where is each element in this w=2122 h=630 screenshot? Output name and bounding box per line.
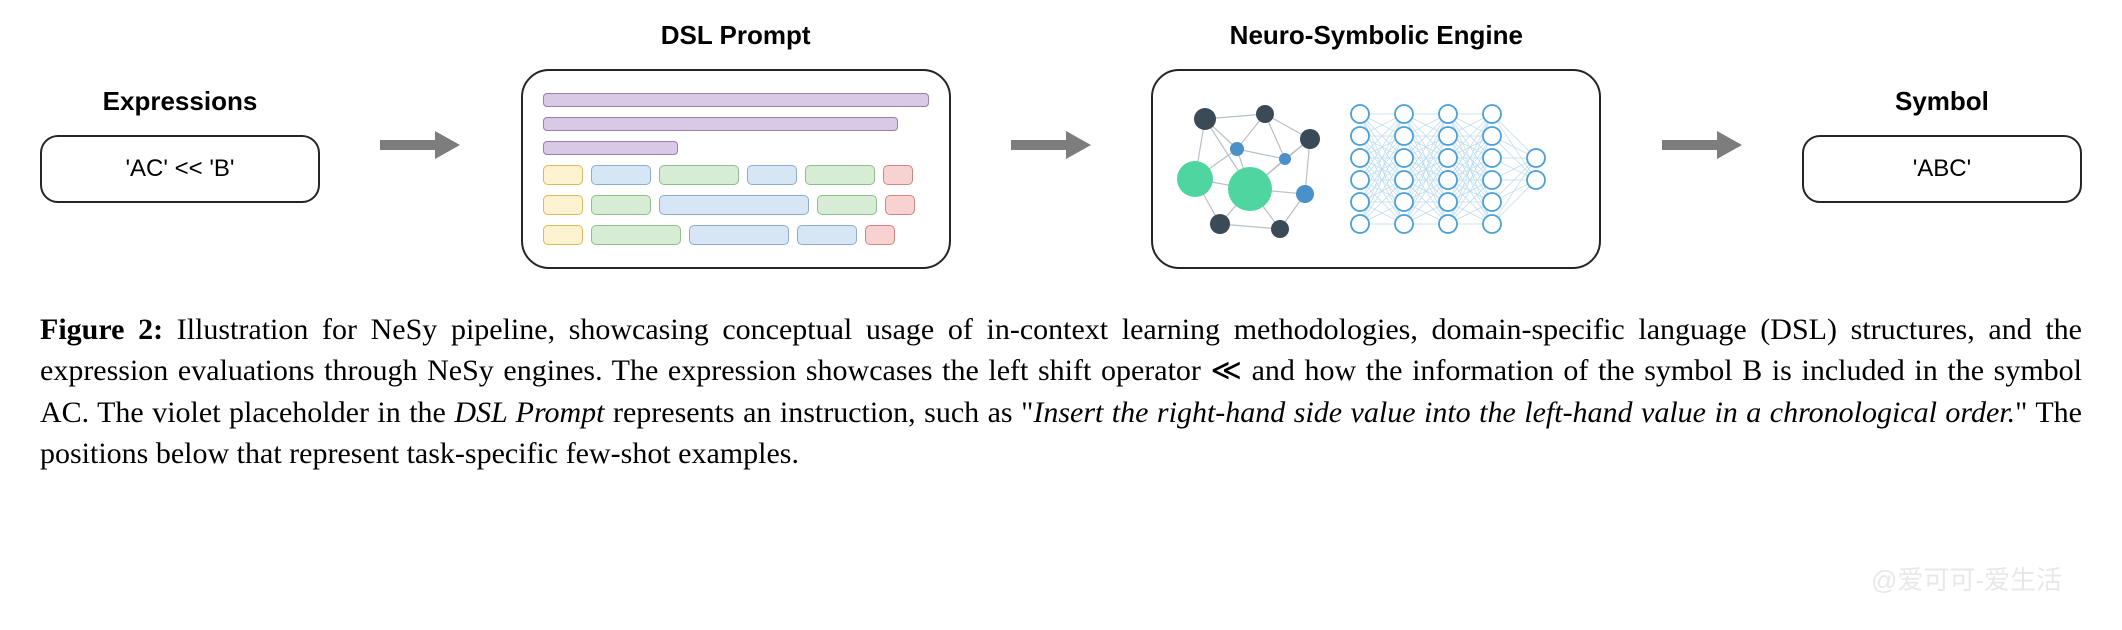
caption-i2: Insert the right-hand side value into th… bbox=[1033, 396, 2015, 429]
fewshot-row bbox=[543, 225, 929, 245]
stage-dsl: DSL Prompt bbox=[521, 20, 951, 269]
arrow-2 bbox=[1006, 127, 1096, 163]
fewshot-chip bbox=[659, 195, 809, 215]
expression-text: 'AC' << 'B' bbox=[125, 155, 234, 183]
fewshot-chip bbox=[591, 165, 651, 185]
instruction-bar bbox=[543, 93, 929, 107]
symbol-text: 'ABC' bbox=[1913, 155, 1972, 183]
fewshot-chip bbox=[885, 195, 915, 215]
fewshot-chip bbox=[805, 165, 875, 185]
stage-expressions: Expressions 'AC' << 'B' bbox=[40, 86, 320, 203]
fewshot-chip bbox=[865, 225, 895, 245]
instruction-bar bbox=[543, 117, 898, 131]
fewshot-row bbox=[543, 195, 929, 215]
symbol-box: 'ABC' bbox=[1802, 135, 2082, 203]
dsl-prompt-box bbox=[521, 69, 951, 269]
stage-engine: Neuro-Symbolic Engine bbox=[1151, 20, 1601, 269]
engine-diagram bbox=[1165, 81, 1587, 257]
expression-box: 'AC' << 'B' bbox=[40, 135, 320, 203]
arrow-3 bbox=[1657, 127, 1747, 163]
fewshot-chip bbox=[689, 225, 789, 245]
fewshot-row bbox=[543, 165, 929, 185]
fewshot-chip bbox=[817, 195, 877, 215]
fewshot-chip bbox=[591, 195, 651, 215]
fewshot-chip bbox=[543, 195, 583, 215]
title-dsl: DSL Prompt bbox=[661, 20, 811, 51]
title-engine: Neuro-Symbolic Engine bbox=[1230, 20, 1523, 51]
fewshot-chip bbox=[747, 165, 797, 185]
title-expressions: Expressions bbox=[103, 86, 258, 117]
arrow-1 bbox=[375, 127, 465, 163]
instruction-bar bbox=[543, 141, 678, 155]
pipeline-row: Expressions 'AC' << 'B' DSL Prompt Neuro… bbox=[40, 20, 2082, 269]
fewshot-chip bbox=[543, 225, 583, 245]
caption-i1: DSL Prompt bbox=[454, 396, 604, 429]
fewshot-chip bbox=[659, 165, 739, 185]
fewshot-chip bbox=[883, 165, 913, 185]
fewshot-chip bbox=[797, 225, 857, 245]
title-symbol: Symbol bbox=[1895, 86, 1989, 117]
caption-t2: represents an instruction, such as " bbox=[605, 396, 1034, 429]
engine-box bbox=[1151, 69, 1601, 269]
watermark: @爱可可-爱生活 bbox=[1871, 560, 2062, 597]
stage-symbol: Symbol 'ABC' bbox=[1802, 86, 2082, 203]
figure-caption: Figure 2: Illustration for NeSy pipeline… bbox=[40, 309, 2082, 475]
fewshot-chip bbox=[591, 225, 681, 245]
fewshot-chip bbox=[543, 165, 583, 185]
caption-lead: Figure 2: bbox=[40, 313, 163, 346]
